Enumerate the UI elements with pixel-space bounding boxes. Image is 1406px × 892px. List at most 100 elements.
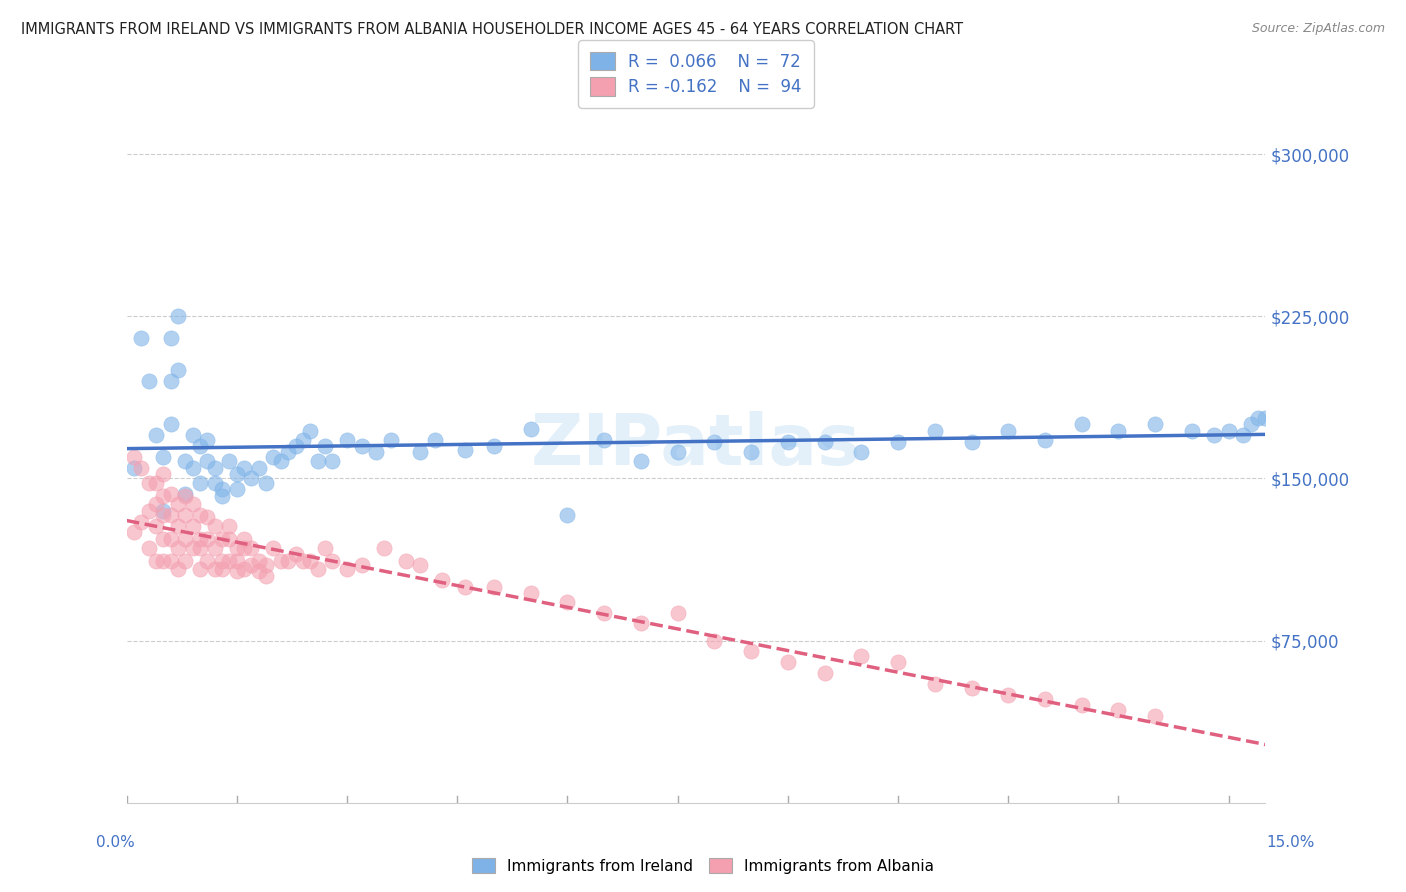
- Point: [152, 532, 174, 546]
- Point: [432, 573, 454, 587]
- Point: [225, 482, 247, 496]
- Point: [138, 541, 160, 555]
- Point: [593, 606, 616, 620]
- Point: [129, 515, 152, 529]
- Point: [924, 424, 946, 438]
- Point: [188, 532, 211, 546]
- Point: [188, 508, 211, 523]
- Point: [314, 541, 336, 555]
- Point: [630, 616, 652, 631]
- Point: [270, 553, 292, 567]
- Point: [167, 310, 190, 324]
- Point: [181, 460, 204, 475]
- Point: [887, 655, 910, 669]
- Point: [233, 562, 256, 576]
- Point: [299, 553, 322, 567]
- Point: [174, 454, 197, 468]
- Point: [263, 541, 285, 555]
- Point: [1254, 410, 1277, 425]
- Point: [152, 553, 174, 567]
- Text: ZIPatlas: ZIPatlas: [531, 411, 860, 481]
- Point: [188, 541, 211, 555]
- Point: [409, 558, 432, 572]
- Point: [1033, 433, 1056, 447]
- Point: [776, 655, 799, 669]
- Point: [159, 532, 181, 546]
- Point: [159, 374, 181, 388]
- Point: [225, 541, 247, 555]
- Point: [145, 497, 167, 511]
- Point: [174, 553, 197, 567]
- Point: [813, 666, 835, 681]
- Point: [159, 417, 181, 432]
- Point: [960, 434, 983, 449]
- Point: [188, 439, 211, 453]
- Point: [188, 562, 211, 576]
- Point: [1240, 417, 1263, 432]
- Point: [887, 434, 910, 449]
- Point: [129, 460, 152, 475]
- Point: [307, 454, 329, 468]
- Point: [1107, 424, 1129, 438]
- Point: [277, 445, 299, 459]
- Point: [225, 565, 247, 579]
- Point: [666, 445, 689, 459]
- Point: [997, 424, 1019, 438]
- Point: [1181, 424, 1204, 438]
- Point: [218, 553, 240, 567]
- Point: [1218, 424, 1240, 438]
- Point: [247, 565, 270, 579]
- Point: [373, 541, 395, 555]
- Point: [152, 467, 174, 482]
- Point: [181, 428, 204, 442]
- Text: 15.0%: 15.0%: [1267, 836, 1315, 850]
- Point: [233, 541, 256, 555]
- Point: [204, 541, 226, 555]
- Point: [284, 547, 307, 561]
- Point: [129, 331, 152, 345]
- Point: [395, 553, 418, 567]
- Point: [254, 558, 277, 572]
- Point: [307, 562, 329, 576]
- Point: [167, 562, 190, 576]
- Legend: Immigrants from Ireland, Immigrants from Albania: Immigrants from Ireland, Immigrants from…: [467, 852, 939, 880]
- Point: [174, 508, 197, 523]
- Point: [195, 510, 218, 524]
- Point: [204, 475, 226, 490]
- Point: [254, 568, 277, 582]
- Text: Source: ZipAtlas.com: Source: ZipAtlas.com: [1251, 22, 1385, 36]
- Point: [924, 677, 946, 691]
- Point: [204, 562, 226, 576]
- Point: [1070, 698, 1092, 713]
- Point: [593, 433, 616, 447]
- Point: [314, 439, 336, 453]
- Point: [218, 454, 240, 468]
- Point: [482, 580, 505, 594]
- Point: [174, 532, 197, 546]
- Point: [291, 433, 314, 447]
- Point: [240, 558, 263, 572]
- Point: [453, 580, 475, 594]
- Point: [138, 374, 160, 388]
- Point: [740, 644, 762, 658]
- Point: [152, 504, 174, 518]
- Point: [145, 428, 167, 442]
- Point: [277, 553, 299, 567]
- Point: [284, 439, 307, 453]
- Point: [159, 553, 181, 567]
- Point: [1202, 428, 1225, 442]
- Point: [350, 439, 373, 453]
- Point: [138, 504, 160, 518]
- Point: [740, 445, 762, 459]
- Point: [174, 489, 197, 503]
- Point: [181, 497, 204, 511]
- Point: [366, 445, 388, 459]
- Point: [1247, 410, 1270, 425]
- Point: [152, 508, 174, 523]
- Point: [851, 445, 873, 459]
- Point: [167, 541, 190, 555]
- Point: [557, 595, 579, 609]
- Point: [291, 553, 314, 567]
- Point: [254, 475, 277, 490]
- Point: [453, 443, 475, 458]
